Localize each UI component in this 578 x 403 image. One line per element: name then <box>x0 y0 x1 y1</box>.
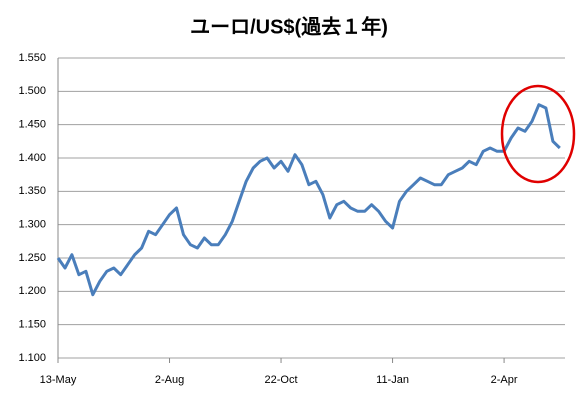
chart-title: ユーロ/US$(過去１年) <box>190 14 388 38</box>
x-tick-label: 11-Jan <box>376 374 409 386</box>
y-tick-label: 1.250 <box>18 252 46 264</box>
y-tick-label: 1.300 <box>18 219 46 231</box>
series-line <box>56 103 561 297</box>
y-tick-label: 1.400 <box>18 152 46 164</box>
y-tick-label: 1.350 <box>18 185 46 197</box>
x-tick-label: 22-Oct <box>265 374 298 386</box>
y-tick-label: 1.550 <box>18 52 46 64</box>
x-tick-label: 13-May <box>40 374 77 386</box>
y-tick-label: 1.500 <box>18 85 46 97</box>
y-tick-label: 1.100 <box>18 352 46 364</box>
y-tick-label: 1.450 <box>18 119 46 131</box>
y-tick-label: 1.150 <box>18 319 46 331</box>
y-tick-label: 1.200 <box>18 285 46 297</box>
x-tick-label: 2-Apr <box>491 374 518 386</box>
highlight-circle <box>500 84 576 184</box>
x-tick-label: 2-Aug <box>155 374 184 386</box>
